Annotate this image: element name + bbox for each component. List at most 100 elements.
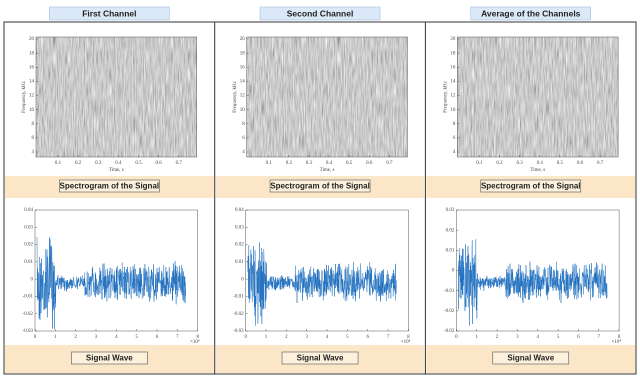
y-tick-label: 0.02 (235, 243, 244, 248)
x-tick-label: 0.4 (537, 161, 544, 166)
x-tick-label: 3 (516, 335, 519, 340)
y-tick-label: 0 (31, 277, 34, 282)
spectrogram-image (246, 37, 408, 157)
x-tick-label: 0.6 (366, 161, 373, 166)
y-tick-label: 0.01 (235, 260, 244, 265)
x-tick-label: 0.5 (346, 161, 353, 166)
y-tick-label: 12 (29, 94, 35, 99)
y-tick-label: -0.02 (23, 312, 34, 317)
caption-box (269, 179, 371, 193)
caption-box (281, 351, 359, 365)
y-tick-label: 20 (29, 37, 35, 42)
caption: Signal Wave (507, 354, 554, 363)
y-tick-label: 10 (29, 108, 35, 113)
y-tick-label: -0.01 (23, 295, 34, 300)
x-tick-label: 0.1 (476, 161, 483, 166)
plot-frame (457, 36, 619, 158)
y-tick-label: 0.04 (24, 208, 33, 213)
caption-box (492, 351, 570, 365)
x-tick-label: 0.1 (55, 161, 62, 166)
y-tick-label: 0 (452, 269, 455, 274)
x-axis-label: Time, s (320, 168, 335, 173)
x-tick-label: 1 (54, 335, 57, 340)
x-axis-label: Time, s (109, 168, 124, 173)
panel-title: Second Channel (287, 8, 354, 18)
x-tick-label: 2 (285, 335, 288, 340)
x-tick-label: 0.5 (557, 161, 564, 166)
x-tick-label: 0.3 (306, 161, 313, 166)
y-tick-label: -0.01 (444, 289, 455, 294)
y-tick-label: 12 (240, 94, 246, 99)
y-tick-label: 0 (241, 277, 244, 282)
y-tick-label: 20 (450, 37, 456, 42)
caption: Spectrogram of the Signal (60, 182, 160, 191)
caption: Signal Wave (86, 354, 133, 363)
caption-box (71, 351, 148, 365)
spectrogram-image (457, 37, 619, 157)
y-tick-label: 0.01 (24, 260, 33, 265)
y-tick-label: -0.01 (233, 295, 244, 300)
y-tick-label: 16 (29, 65, 35, 70)
x-tick-label: 0.2 (75, 161, 82, 166)
x-tick-label: 5 (135, 335, 138, 340)
x-tick-label: 0.2 (286, 161, 293, 166)
plot-frame (245, 209, 409, 332)
x-tick-label: 0.5 (135, 161, 142, 166)
y-tick-label: 16 (240, 65, 246, 70)
y-tick-label: -0.03 (444, 329, 455, 334)
plot-frame (35, 36, 197, 158)
x-exponent: ×10⁴ (190, 339, 200, 345)
title-box (470, 6, 591, 21)
x-tick-label: 0 (244, 335, 247, 340)
y-tick-label: 0.03 (446, 208, 455, 213)
caption-box (480, 179, 582, 193)
y-tick-label: 8 (453, 122, 456, 127)
x-tick-label: 8 (196, 335, 199, 340)
x-tick-label: 0.4 (115, 161, 122, 166)
x-tick-label: 6 (156, 335, 159, 340)
x-exponent: ×10⁴ (612, 339, 622, 345)
x-tick-label: 7 (598, 335, 601, 340)
y-tick-label: 10 (450, 108, 456, 113)
y-tick-label: 0.02 (24, 243, 33, 248)
caption: Spectrogram of the Signal (481, 182, 581, 191)
y-tick-label: 4 (242, 150, 245, 155)
x-tick-label: 0.7 (597, 161, 604, 166)
y-tick-label: 16 (450, 65, 456, 70)
y-axis-label: Frequency, kHz (444, 80, 449, 112)
x-tick-label: 0.6 (577, 161, 584, 166)
y-tick-label: 0.04 (235, 208, 244, 213)
x-tick-label: 2 (496, 335, 499, 340)
y-tick-label: 0.01 (446, 248, 455, 253)
x-tick-label: 7 (387, 335, 390, 340)
y-tick-label: 6 (453, 136, 456, 141)
x-tick-label: 0.3 (517, 161, 524, 166)
x-tick-label: 1 (475, 335, 478, 340)
x-tick-label: 8 (407, 335, 410, 340)
x-tick-label: 7 (176, 335, 179, 340)
panel-title: Average of the Channels (481, 8, 581, 18)
x-tick-label: 1 (265, 335, 268, 340)
x-tick-label: 0.1 (266, 161, 273, 166)
x-axis-label: Time, s (530, 168, 545, 173)
x-tick-label: 6 (366, 335, 369, 340)
waveform (247, 242, 397, 326)
waveform (458, 239, 608, 326)
x-tick-label: 0 (34, 335, 37, 340)
x-tick-label: 6 (577, 335, 580, 340)
y-tick-label: 6 (32, 136, 35, 141)
x-tick-label: 5 (557, 335, 560, 340)
y-tick-label: 4 (453, 150, 456, 155)
y-tick-label: -0.03 (23, 329, 34, 334)
y-tick-label: -0.02 (233, 312, 244, 317)
x-tick-label: 8 (618, 335, 621, 340)
x-exponent: ×10⁴ (401, 339, 411, 345)
x-tick-label: 2 (74, 335, 77, 340)
title-box (49, 6, 170, 21)
panel-title: First Channel (82, 8, 136, 18)
title-box (259, 6, 381, 21)
x-tick-label: 5 (346, 335, 349, 340)
waveform (36, 236, 186, 329)
